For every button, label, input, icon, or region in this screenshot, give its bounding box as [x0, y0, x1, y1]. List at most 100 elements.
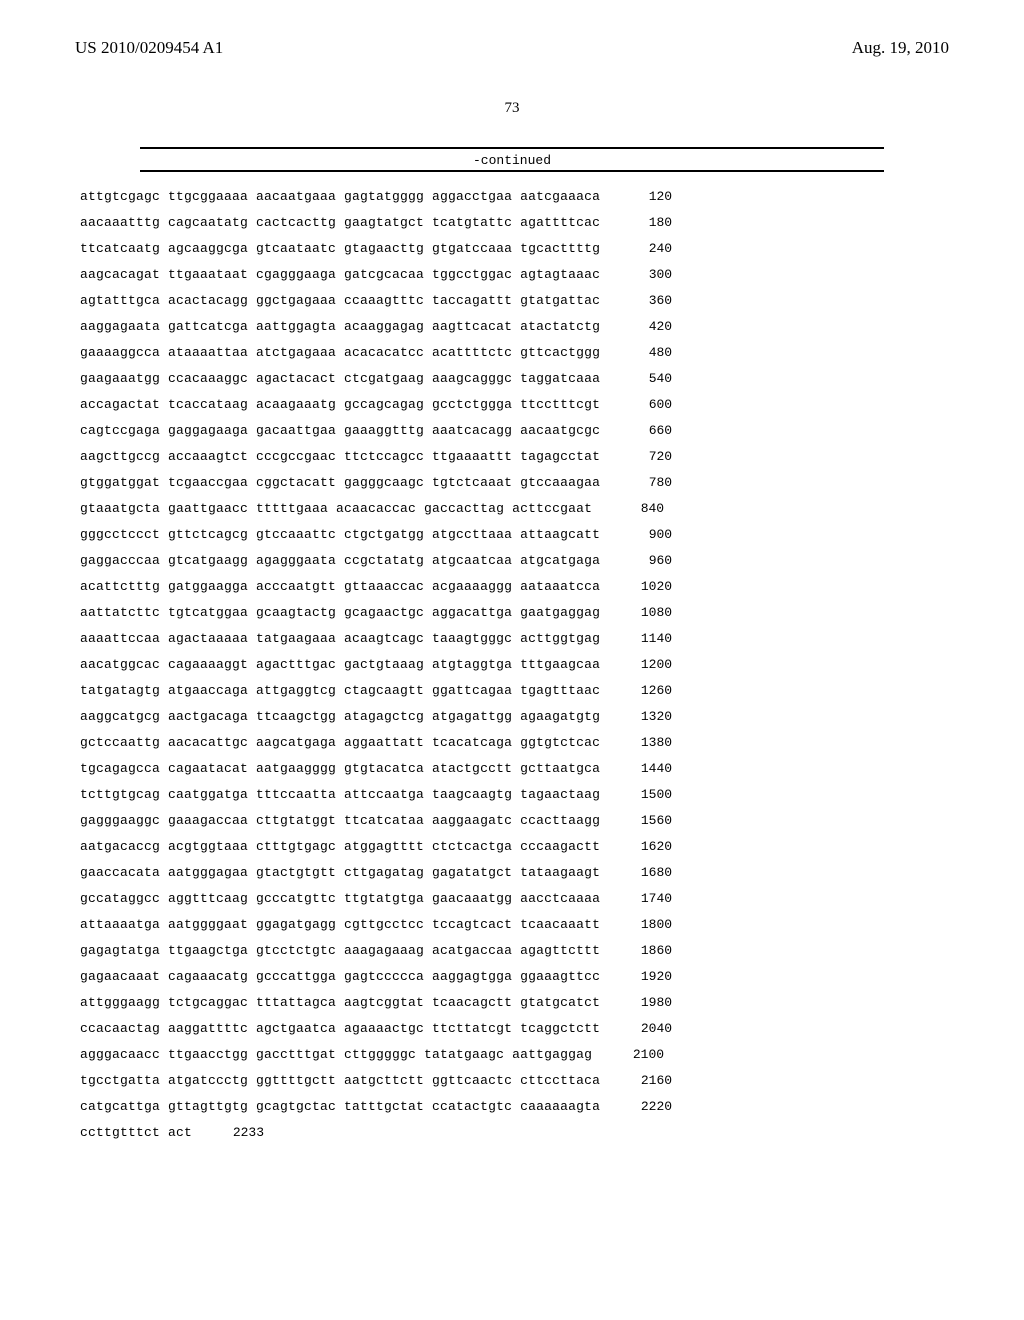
sequence-row: aaggagaata gattcatcga aattggagta acaagga… [80, 320, 954, 333]
sequence-position: 1920 [628, 970, 672, 983]
sequence-position: 1380 [628, 736, 672, 749]
sequence-position: 840 [620, 502, 664, 515]
sequence-groups: aacatggcac cagaaaaggt agactttgac gactgta… [80, 658, 600, 671]
sequence-groups: accagactat tcaccataag acaagaaatg gccagca… [80, 398, 600, 411]
sequence-groups: acattctttg gatggaagga acccaatgtt gttaaac… [80, 580, 600, 593]
publication-date: Aug. 19, 2010 [852, 38, 949, 58]
sequence-groups: cagtccgaga gaggagaaga gacaattgaa gaaaggt… [80, 424, 600, 437]
sequence-groups: aatgacaccg acgtggtaaa ctttgtgagc atggagt… [80, 840, 600, 853]
sequence-row: gaggacccaa gtcatgaagg agagggaata ccgctat… [80, 554, 954, 567]
sequence-row: tgcctgatta atgatccctg ggttttgctt aatgctt… [80, 1074, 954, 1087]
sequence-position: 360 [628, 294, 672, 307]
sequence-position: 540 [628, 372, 672, 385]
sequence-position: 120 [628, 190, 672, 203]
sequence-row: gggcctccct gttctcagcg gtccaaattc ctgctga… [80, 528, 954, 541]
sequence-row: attaaaatga aatggggaat ggagatgagg cgttgcc… [80, 918, 954, 931]
sequence-position: 1320 [628, 710, 672, 723]
sequence-position: 1500 [628, 788, 672, 801]
sequence-groups: attgtcgagc ttgcggaaaa aacaatgaaa gagtatg… [80, 190, 600, 203]
sequence-groups: aagcttgccg accaaagtct cccgccgaac ttctcca… [80, 450, 600, 463]
bottom-rule [140, 170, 884, 172]
sequence-position: 1200 [628, 658, 672, 671]
sequence-row: aaaattccaa agactaaaaa tatgaagaaa acaagtc… [80, 632, 954, 645]
sequence-groups: tatgatagtg atgaaccaga attgaggtcg ctagcaa… [80, 684, 600, 697]
sequence-position: 2233 [220, 1126, 264, 1139]
sequence-groups: aagcacagat ttgaaataat cgagggaaga gatcgca… [80, 268, 600, 281]
sequence-position: 1740 [628, 892, 672, 905]
sequence-position: 660 [628, 424, 672, 437]
sequence-row: aagcacagat ttgaaataat cgagggaaga gatcgca… [80, 268, 954, 281]
sequence-position: 1440 [628, 762, 672, 775]
sequence-row: aaggcatgcg aactgacaga ttcaagctgg atagagc… [80, 710, 954, 723]
publication-number: US 2010/0209454 A1 [75, 38, 223, 58]
sequence-groups: agtatttgca acactacagg ggctgagaaa ccaaagt… [80, 294, 600, 307]
sequence-position: 1800 [628, 918, 672, 931]
sequence-row: gctccaattg aacacattgc aagcatgaga aggaatt… [80, 736, 954, 749]
page-container: US 2010/0209454 A1 Aug. 19, 2010 73 -con… [0, 0, 1024, 1320]
sequence-row: gccataggcc aggtttcaag gcccatgttc ttgtatg… [80, 892, 954, 905]
sequence-groups: gctccaattg aacacattgc aagcatgaga aggaatt… [80, 736, 600, 749]
sequence-position: 2220 [628, 1100, 672, 1113]
sequence-listing: attgtcgagc ttgcggaaaa aacaatgaaa gagtatg… [80, 190, 954, 1139]
page-number: 73 [70, 100, 954, 117]
sequence-row: tgcagagcca cagaatacat aatgaagggg gtgtaca… [80, 762, 954, 775]
sequence-row: attgtcgagc ttgcggaaaa aacaatgaaa gagtatg… [80, 190, 954, 203]
sequence-groups: ccacaactag aaggattttc agctgaatca agaaaac… [80, 1022, 600, 1035]
sequence-row: gaaaaggcca ataaaattaa atctgagaaa acacaca… [80, 346, 954, 359]
sequence-groups: catgcattga gttagttgtg gcagtgctac tatttgc… [80, 1100, 600, 1113]
sequence-row: attgggaagg tctgcaggac tttattagca aagtcgg… [80, 996, 954, 1009]
sequence-position: 180 [628, 216, 672, 229]
sequence-row: ccacaactag aaggattttc agctgaatca agaaaac… [80, 1022, 954, 1035]
sequence-position: 1680 [628, 866, 672, 879]
sequence-row: agggacaacc ttgaacctgg gacctttgat cttgggg… [80, 1048, 954, 1061]
sequence-position: 960 [628, 554, 672, 567]
sequence-row: gtggatggat tcgaaccgaa cggctacatt gagggca… [80, 476, 954, 489]
sequence-groups: gagagtatga ttgaagctga gtcctctgtc aaagaga… [80, 944, 600, 957]
sequence-row: cagtccgaga gaggagaaga gacaattgaa gaaaggt… [80, 424, 954, 437]
sequence-position: 480 [628, 346, 672, 359]
sequence-position: 1140 [628, 632, 672, 645]
sequence-groups: aaggcatgcg aactgacaga ttcaagctgg atagagc… [80, 710, 600, 723]
sequence-row: tcttgtgcag caatggatga tttccaatta attccaa… [80, 788, 954, 801]
sequence-groups: attaaaatga aatggggaat ggagatgagg cgttgcc… [80, 918, 600, 931]
sequence-position: 1260 [628, 684, 672, 697]
sequence-groups: gaaccacata aatgggagaa gtactgtgtt cttgaga… [80, 866, 600, 879]
sequence-groups: aattatcttc tgtcatggaa gcaagtactg gcagaac… [80, 606, 600, 619]
sequence-row: agtatttgca acactacagg ggctgagaaa ccaaagt… [80, 294, 954, 307]
sequence-groups: tcttgtgcag caatggatga tttccaatta attccaa… [80, 788, 600, 801]
top-rule [140, 147, 884, 149]
sequence-groups: gaagaaatgg ccacaaaggc agactacact ctcgatg… [80, 372, 600, 385]
sequence-position: 900 [628, 528, 672, 541]
sequence-row: aatgacaccg acgtggtaaa ctttgtgagc atggagt… [80, 840, 954, 853]
sequence-groups: aacaaatttg cagcaatatg cactcacttg gaagtat… [80, 216, 600, 229]
sequence-groups: ttcatcaatg agcaaggcga gtcaataatc gtagaac… [80, 242, 600, 255]
sequence-row: accagactat tcaccataag acaagaaatg gccagca… [80, 398, 954, 411]
sequence-position: 420 [628, 320, 672, 333]
sequence-groups: gagaacaaat cagaaacatg gcccattgga gagtccc… [80, 970, 600, 983]
sequence-groups: gggcctccct gttctcagcg gtccaaattc ctgctga… [80, 528, 600, 541]
sequence-position: 240 [628, 242, 672, 255]
sequence-position: 2100 [620, 1048, 664, 1061]
sequence-groups: gagggaaggc gaaagaccaa cttgtatggt ttcatca… [80, 814, 600, 827]
sequence-row: gagaacaaat cagaaacatg gcccattgga gagtccc… [80, 970, 954, 983]
sequence-row: acattctttg gatggaagga acccaatgtt gttaaac… [80, 580, 954, 593]
sequence-row: aacaaatttg cagcaatatg cactcacttg gaagtat… [80, 216, 954, 229]
sequence-position: 300 [628, 268, 672, 281]
continued-label: -continued [70, 153, 954, 168]
sequence-groups: attgggaagg tctgcaggac tttattagca aagtcgg… [80, 996, 600, 1009]
sequence-groups: aaaattccaa agactaaaaa tatgaagaaa acaagtc… [80, 632, 600, 645]
sequence-row: gagagtatga ttgaagctga gtcctctgtc aaagaga… [80, 944, 954, 957]
sequence-row: aagcttgccg accaaagtct cccgccgaac ttctcca… [80, 450, 954, 463]
sequence-row: gaaccacata aatgggagaa gtactgtgtt cttgaga… [80, 866, 954, 879]
sequence-position: 1560 [628, 814, 672, 827]
sequence-position: 2040 [628, 1022, 672, 1035]
sequence-row: catgcattga gttagttgtg gcagtgctac tatttgc… [80, 1100, 954, 1113]
sequence-row: tatgatagtg atgaaccaga attgaggtcg ctagcaa… [80, 684, 954, 697]
sequence-position: 1020 [628, 580, 672, 593]
sequence-row: aattatcttc tgtcatggaa gcaagtactg gcagaac… [80, 606, 954, 619]
sequence-position: 600 [628, 398, 672, 411]
sequence-groups: gccataggcc aggtttcaag gcccatgttc ttgtatg… [80, 892, 600, 905]
sequence-position: 2160 [628, 1074, 672, 1087]
sequence-groups: gtaaatgcta gaattgaacc tttttgaaa acaacacc… [80, 502, 592, 515]
sequence-row: gtaaatgcta gaattgaacc tttttgaaa acaacacc… [80, 502, 954, 515]
